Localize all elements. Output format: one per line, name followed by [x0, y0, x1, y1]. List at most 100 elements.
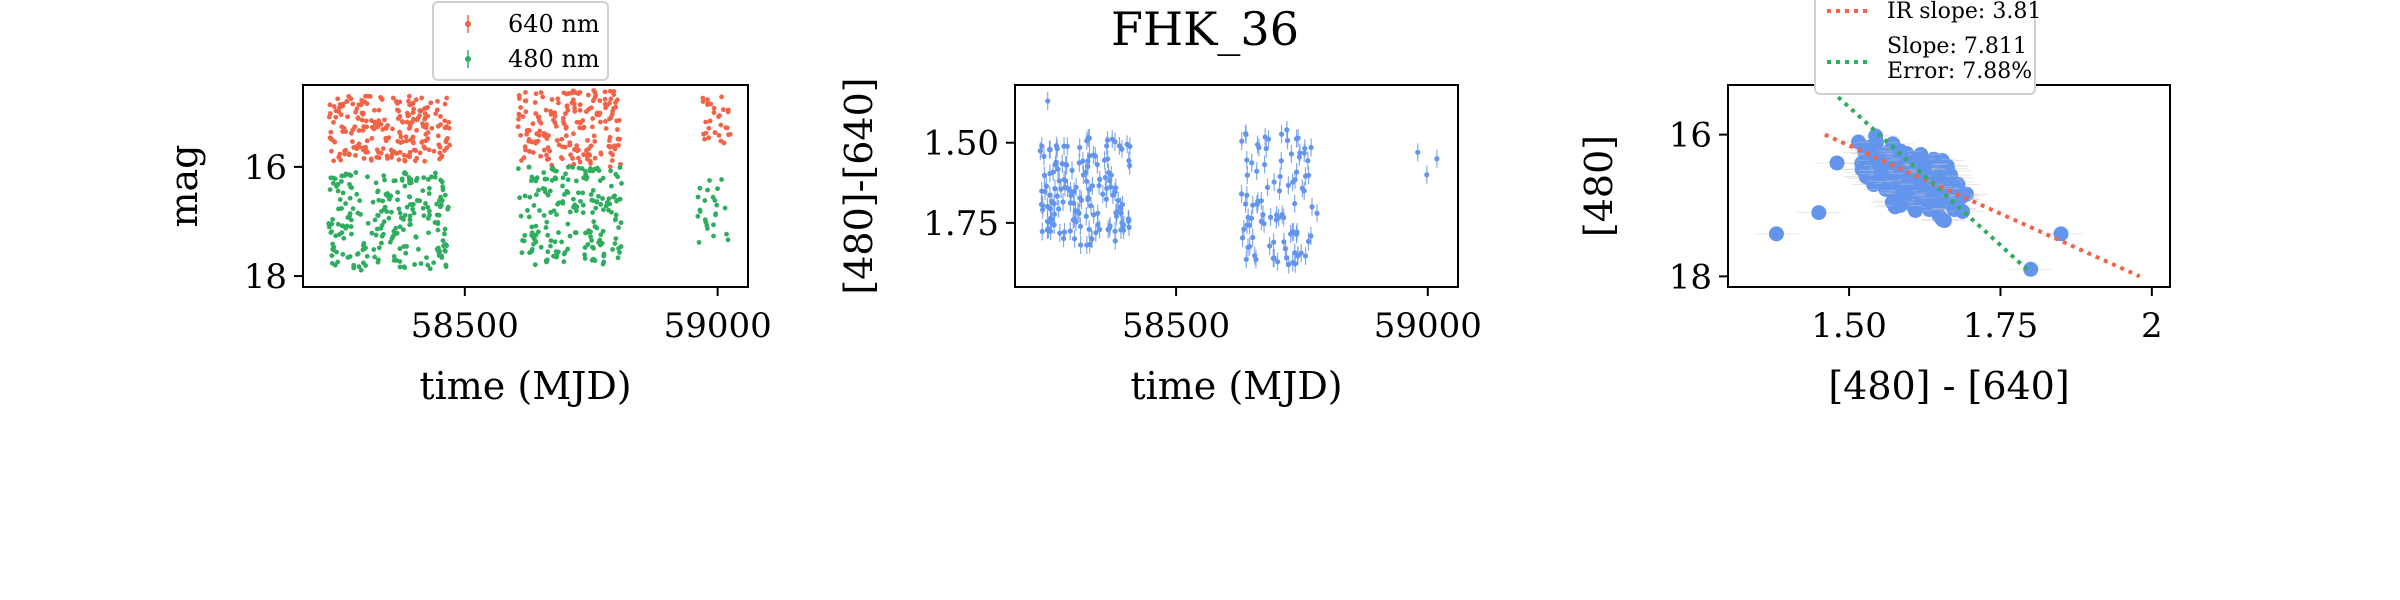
data-point: [705, 102, 710, 108]
data-point: [570, 196, 576, 202]
y-tick-label: 1.50: [923, 124, 999, 164]
data-point: [556, 230, 561, 235]
data-point: [332, 262, 338, 268]
data-point: [1282, 246, 1289, 252]
data-point: [582, 256, 588, 261]
data-point: [1261, 161, 1268, 168]
data-point: [521, 238, 527, 244]
data-point: [541, 130, 547, 136]
data-point: [443, 262, 449, 268]
data-point: [1895, 183, 1911, 199]
data-point: [1297, 150, 1303, 156]
chart-panel-2: 58500 59000 1.50 1.75 time (MJD) [480]-[640]: [837, 77, 1482, 408]
data-point: [570, 97, 576, 103]
data-point: [398, 215, 404, 221]
data-point: [555, 201, 560, 207]
data-point: [403, 171, 409, 177]
data-point: [711, 233, 716, 239]
data-point: [702, 136, 707, 142]
data-point: [354, 106, 360, 112]
data-point: [426, 230, 431, 236]
data-point: [397, 210, 403, 216]
data-point: [569, 90, 575, 96]
data-point: [530, 150, 536, 155]
data-point: [577, 125, 583, 131]
data-point: [369, 118, 374, 123]
data-point: [591, 88, 597, 93]
data-point: [530, 121, 536, 127]
data-point: [531, 241, 536, 247]
data-point: [1054, 193, 1060, 199]
data-point: [351, 262, 357, 268]
data-point: [331, 104, 337, 109]
data-point: [589, 237, 595, 243]
data-point: [719, 177, 724, 182]
data-point: [537, 128, 543, 134]
data-point: [374, 226, 380, 232]
data-point: [440, 238, 446, 244]
data-point: [532, 262, 538, 268]
data-point: [361, 241, 367, 246]
data-point: [592, 139, 598, 144]
data-point: [418, 108, 424, 114]
x-tick-label: 58500: [411, 306, 519, 346]
data-point: [401, 244, 407, 249]
data-point: [372, 254, 378, 260]
legend-label: Error: 7.88%: [1887, 59, 2032, 84]
data-point: [400, 119, 406, 125]
data-point: [544, 219, 550, 225]
data-point: [438, 114, 443, 119]
data-point: [407, 194, 413, 200]
data-point: [385, 123, 391, 128]
data-point: [427, 212, 432, 218]
data-point: [1258, 198, 1264, 204]
data-point: [516, 112, 522, 118]
data-point: [565, 246, 571, 252]
data-point: [590, 256, 596, 262]
data-point: [585, 242, 591, 247]
data-point: [577, 102, 583, 108]
data-point: [1118, 205, 1124, 212]
data-point: [345, 114, 350, 120]
data-point: [1268, 214, 1274, 220]
data-point: [375, 257, 381, 263]
data-point: [545, 232, 551, 238]
data-point: [563, 171, 569, 177]
data-point: [1873, 165, 1889, 181]
data-point: [391, 254, 397, 259]
data-point: [522, 232, 528, 238]
data-point: [538, 244, 544, 250]
legend-frame: [1814, 0, 2036, 95]
data-point: [378, 240, 384, 246]
data-point: [331, 119, 336, 125]
data-point: [522, 193, 528, 199]
data-point: [335, 188, 341, 194]
data-point: [442, 118, 448, 124]
data-point: [567, 140, 573, 146]
data-point: [382, 204, 388, 210]
data-point: [526, 137, 532, 142]
data-point: [1284, 137, 1291, 144]
data-point: [417, 198, 423, 204]
data-point: [345, 215, 351, 220]
data-point: [534, 175, 540, 181]
data-point: [364, 253, 370, 259]
data-point: [1077, 195, 1083, 201]
data-point: [340, 223, 346, 229]
data-point: [545, 192, 551, 198]
x-tick-label: 1.75: [1963, 306, 2039, 346]
data-point: [350, 206, 356, 212]
data-point: [1038, 201, 1045, 208]
data-point: [615, 174, 620, 180]
data-point: [1104, 137, 1111, 143]
data-point: [1089, 236, 1095, 242]
data-point: [391, 258, 397, 263]
data-point: [335, 221, 341, 227]
data-point: [555, 96, 561, 102]
data-point: [515, 124, 521, 130]
data-point: [343, 147, 349, 153]
data-point: [337, 151, 343, 157]
data-point: [401, 227, 406, 233]
x-tick-label: 59000: [1374, 306, 1482, 346]
